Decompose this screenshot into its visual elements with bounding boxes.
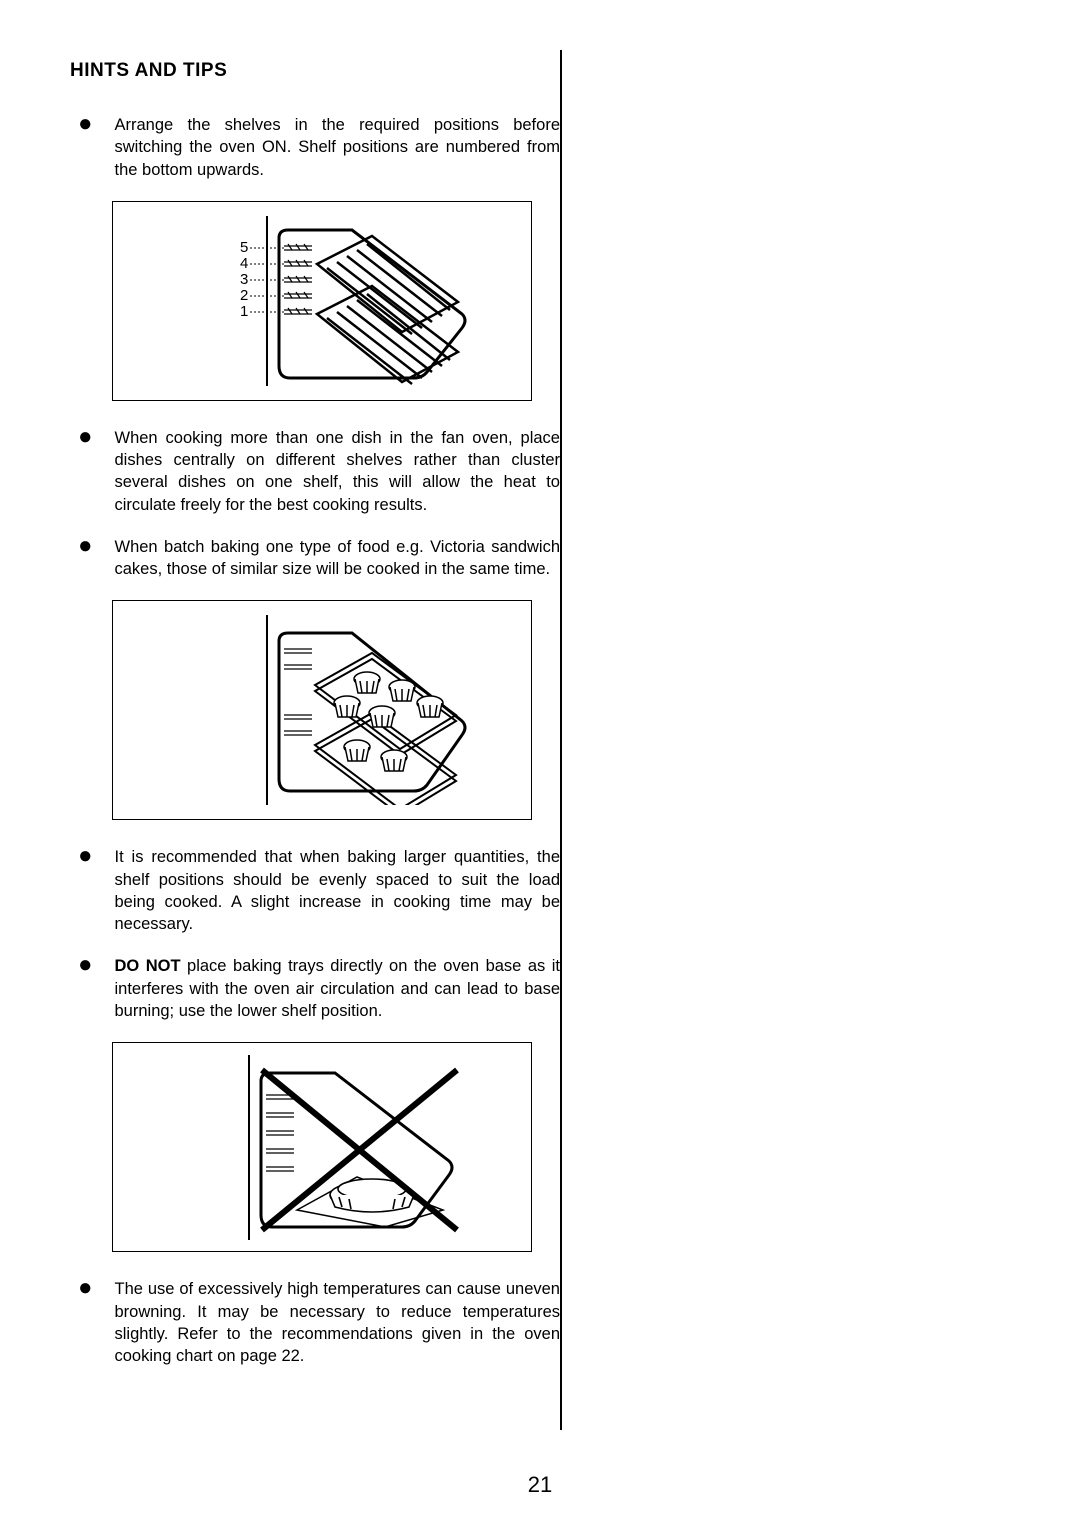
bullet-text: DO NOT place baking trays directly on th… bbox=[115, 955, 561, 1022]
figure-shelf-positions: 5 4 3 2 1 bbox=[112, 201, 532, 401]
shelf-label-3: 3 bbox=[240, 271, 248, 288]
bullet-item: ● The use of excessively high temperatur… bbox=[70, 1278, 560, 1367]
bullet-dot: ● bbox=[78, 427, 93, 516]
shelf-diagram-icon: 5 4 3 2 1 bbox=[172, 216, 472, 386]
content-column: HINTS AND TIPS ● Arrange the shelves in … bbox=[70, 60, 560, 1367]
bullet-text: When cooking more than one dish in the f… bbox=[115, 427, 561, 516]
cupcake-diagram-icon bbox=[172, 615, 472, 805]
bullet-item: ● Arrange the shelves in the required po… bbox=[70, 114, 560, 181]
bullet-item: ● When batch baking one type of food e.g… bbox=[70, 536, 560, 581]
bullet-dot: ● bbox=[78, 1278, 93, 1367]
bullet-dot: ● bbox=[78, 536, 93, 581]
shelf-label-2: 2 bbox=[240, 287, 248, 304]
bullet-dot: ● bbox=[78, 955, 93, 1022]
column-divider bbox=[560, 50, 562, 1430]
bullet-text: When batch baking one type of food e.g. … bbox=[115, 536, 561, 581]
do-not-bold: DO NOT bbox=[115, 957, 181, 975]
bullet-text: The use of excessively high temperatures… bbox=[115, 1278, 561, 1367]
shelf-label-5: 5 bbox=[240, 239, 248, 256]
bullet-text: It is recommended that when baking large… bbox=[115, 846, 561, 935]
bullet-dot: ● bbox=[78, 846, 93, 935]
bullet-item: ● It is recommended that when baking lar… bbox=[70, 846, 560, 935]
bullet-item: ● DO NOT place baking trays directly on … bbox=[70, 955, 560, 1022]
bullet-item: ● When cooking more than one dish in the… bbox=[70, 427, 560, 516]
cross-diagram-icon bbox=[167, 1055, 477, 1240]
page-number: 21 bbox=[528, 1472, 552, 1498]
bullet-text-rest: place baking trays directly on the oven … bbox=[115, 957, 561, 1020]
shelf-label-4: 4 bbox=[240, 255, 248, 272]
bullet-text: Arrange the shelves in the required posi… bbox=[115, 114, 561, 181]
figure-batch-baking bbox=[112, 600, 532, 820]
bullet-dot: ● bbox=[78, 114, 93, 181]
figure-do-not-base bbox=[112, 1042, 532, 1252]
shelf-label-1: 1 bbox=[240, 303, 248, 320]
section-heading: HINTS AND TIPS bbox=[70, 60, 560, 82]
